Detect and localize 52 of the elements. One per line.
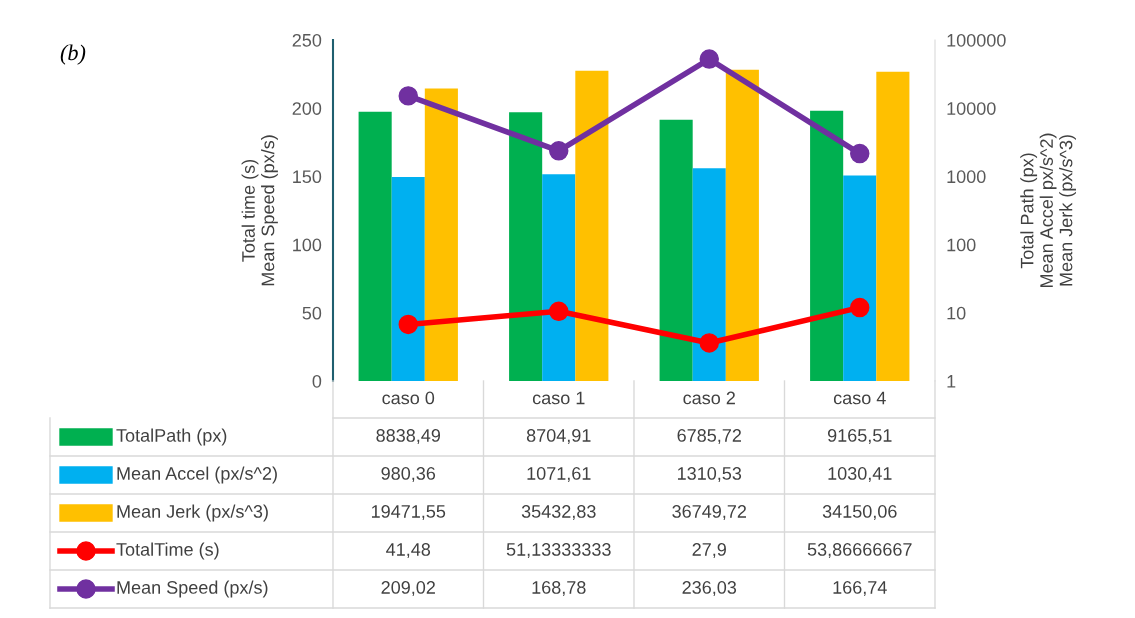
- x-tick-label: caso 0: [382, 391, 435, 405]
- data-label: 27,9: [692, 543, 726, 558]
- data-label: 53,86666667: [807, 543, 912, 558]
- data-label: 8704,91: [526, 429, 591, 444]
- data-label: 51,13333333: [506, 543, 611, 558]
- point: [549, 141, 569, 161]
- data-label: 8838,49: [376, 429, 441, 444]
- data-label: 34150,06: [822, 505, 897, 520]
- data-label: 35432,83: [521, 505, 596, 520]
- legend-label: Mean Jerk (px/s^3): [117, 504, 268, 522]
- y2-tick-label: 100000: [947, 33, 1006, 47]
- data-label: 1071,61: [527, 467, 591, 482]
- data-label: 980,36: [381, 467, 436, 482]
- text: (b): [60, 44, 86, 65]
- data-label: 6785,72: [677, 429, 741, 444]
- legend-label: Mean Speed (px/s): [117, 580, 268, 598]
- point: [850, 297, 870, 318]
- data-label: 9165,51: [827, 429, 892, 444]
- point: [699, 49, 719, 69]
- point: [398, 86, 418, 106]
- data-label: 209,02: [381, 581, 435, 596]
- point: [850, 143, 870, 164]
- data-label: 236,03: [682, 581, 737, 596]
- y-tick-label: 50: [302, 306, 322, 320]
- y2-tick-label: 10: [947, 306, 966, 320]
- y-tick-label: 0: [312, 374, 322, 388]
- point: [549, 301, 569, 321]
- y2-tick-label: 1: [947, 375, 956, 388]
- y-tick-label: 100: [293, 238, 322, 252]
- y-tick-label: 150: [293, 170, 322, 184]
- legend-label: TotalTime (s): [116, 542, 219, 560]
- x-tick-label: caso 4: [833, 391, 886, 405]
- y2-tick-label: 10000: [947, 102, 996, 115]
- legend-label: TotalPath (px): [116, 428, 227, 446]
- point: [398, 314, 418, 335]
- data-label: 1310,53: [678, 467, 742, 482]
- data-label: 166,74: [833, 581, 887, 596]
- data-label: 41,48: [386, 543, 431, 558]
- y2-tick-label: 1000: [947, 170, 986, 184]
- data-label: 1030,41: [828, 467, 892, 482]
- point: [699, 333, 719, 353]
- y-tick-label: 200: [292, 102, 322, 115]
- data-label: 168,78: [532, 581, 586, 596]
- data-label: 19471,55: [371, 505, 446, 520]
- x-tick-label: caso 1: [532, 391, 585, 405]
- legend-label: Mean Accel (px/s^2): [117, 466, 277, 484]
- y2-axis-title: Total Path (px) Mean Accel px/s^2) Mean Jerk (px/s^3): [1020, 133, 1076, 288]
- x-tick-label: caso 2: [683, 391, 735, 405]
- y-tick-label: 250: [292, 33, 322, 47]
- data-label: 36749,72: [672, 505, 746, 520]
- y-axis-title: Total time (s) Mean Speed (px/s): [241, 135, 278, 286]
- y2-tick-label: 100: [947, 238, 976, 252]
